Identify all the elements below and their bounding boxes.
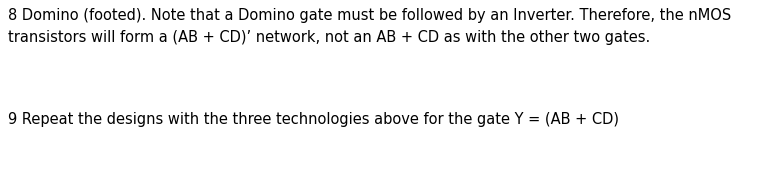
Text: 8 Domino (footed). Note that a Domino gate must be followed by an Inverter. Ther: 8 Domino (footed). Note that a Domino ga…	[8, 8, 731, 23]
Text: transistors will form a (AB + CD)’ network, not an AB + CD as with the other two: transistors will form a (AB + CD)’ netwo…	[8, 30, 650, 45]
Text: 9 Repeat the designs with the three technologies above for the gate Y = (AB + CD: 9 Repeat the designs with the three tech…	[8, 112, 619, 127]
